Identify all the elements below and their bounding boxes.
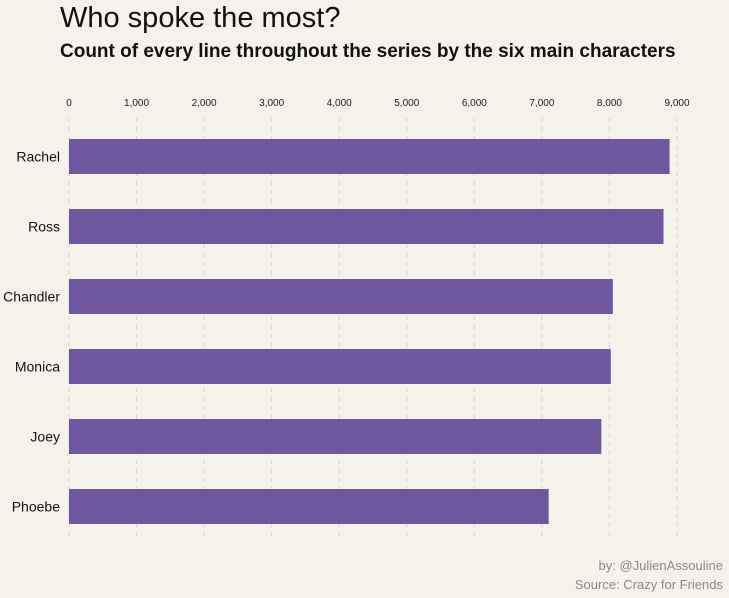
bars — [69, 139, 670, 524]
y-category-label: Phoebe — [12, 499, 60, 515]
x-axis-ticks: 0 1,000 2,000 3,000 4,000 5,000 6,000 7,000 8,00… — [66, 98, 690, 109]
bar-chandler — [69, 279, 613, 314]
chart-subtitle: Count of every line throughout the serie… — [60, 41, 676, 62]
x-tick-label: 9,000 — [664, 98, 689, 109]
y-category-label: Chandler — [3, 289, 60, 305]
x-tick-label: 2,000 — [192, 98, 217, 109]
author-credit: by: @JulienAssouline — [598, 558, 723, 573]
y-category-label: Rachel — [16, 149, 60, 165]
x-tick-label: 1,000 — [124, 98, 149, 109]
x-tick-label: 7,000 — [529, 98, 554, 109]
x-tick-label: 4,000 — [327, 98, 352, 109]
y-axis-labels: Rachel Ross Chandler Monica Joey Phoebe — [3, 149, 60, 515]
bar-phoebe — [69, 489, 549, 524]
bar-monica — [69, 349, 611, 384]
bar-rachel — [69, 139, 670, 174]
bar-joey — [69, 419, 602, 454]
x-tick-label: 0 — [66, 98, 72, 109]
source-credit: Source: Crazy for Friends — [574, 577, 723, 592]
x-tick-label: 3,000 — [259, 98, 284, 109]
x-tick-label: 6,000 — [462, 98, 487, 109]
gridlines — [68, 118, 678, 540]
bar-ross — [69, 209, 664, 244]
x-tick-label: 5,000 — [394, 98, 419, 109]
y-category-label: Ross — [28, 219, 60, 235]
x-tick-label: 8,000 — [597, 98, 622, 109]
y-category-label: Joey — [30, 429, 60, 445]
y-category-label: Monica — [15, 359, 60, 375]
chart-title: Who spoke the most? — [60, 2, 341, 34]
